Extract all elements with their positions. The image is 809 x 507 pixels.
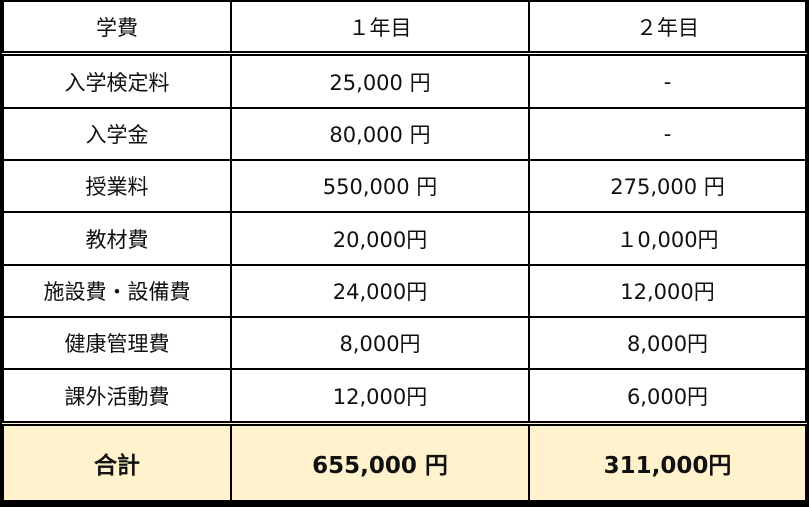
fee-name: 入学金 [2,106,232,162]
fee-name: 入学検定料 [2,52,232,109]
table-row: 授業料 550,000 円 275,000 円 [2,159,807,214]
fee-name: 教材費 [2,211,232,266]
year2-amount: - [528,106,807,162]
header-cell: ２年目 [528,0,807,57]
table-row: 入学検定料 25,000 円- [2,52,807,109]
fee-name: 授業料 [2,159,232,214]
year2-amount: 8,000円 [528,316,807,371]
year2-amount: 275,000 円 [528,159,807,214]
total-year1: 655,000 円 [230,420,530,504]
table-row: 施設費・設備費 24,000円 12,000円 [2,263,807,319]
header-row: 学費 １年目 ２年目 [2,0,807,57]
total-year2: 311,000円 [528,420,807,504]
total-row: 合計 655,000 円 311,000円 [2,420,807,504]
table-row: 入学金 80,000 円- [2,106,807,162]
year1-amount: 24,000円 [230,263,530,319]
table-row: 教材費 20,000円 １0,000円 [2,211,807,266]
year1-amount: 20,000円 [230,211,530,266]
year1-amount: 80,000 円 [230,106,530,162]
header-cell: １年目 [230,0,530,57]
table-row: 課外活動費 12,000円 6,000円 [2,368,807,425]
total-label: 合計 [2,420,232,504]
year1-amount: 12,000円 [230,368,530,425]
fee-name: 課外活動費 [2,368,232,425]
year2-amount: - [528,52,807,109]
header-cell: 学費 [2,0,232,57]
year2-amount: １0,000円 [528,211,807,266]
year1-amount: 8,000円 [230,316,530,371]
fee-name: 施設費・設備費 [2,263,232,319]
year2-amount: 6,000円 [528,368,807,425]
year1-amount: 550,000 円 [230,159,530,214]
fee-name: 健康管理費 [2,316,232,371]
year2-amount: 12,000円 [528,263,807,319]
table-row: 健康管理費 8,000円 8,000円 [2,316,807,371]
year1-amount: 25,000 円 [230,52,530,109]
